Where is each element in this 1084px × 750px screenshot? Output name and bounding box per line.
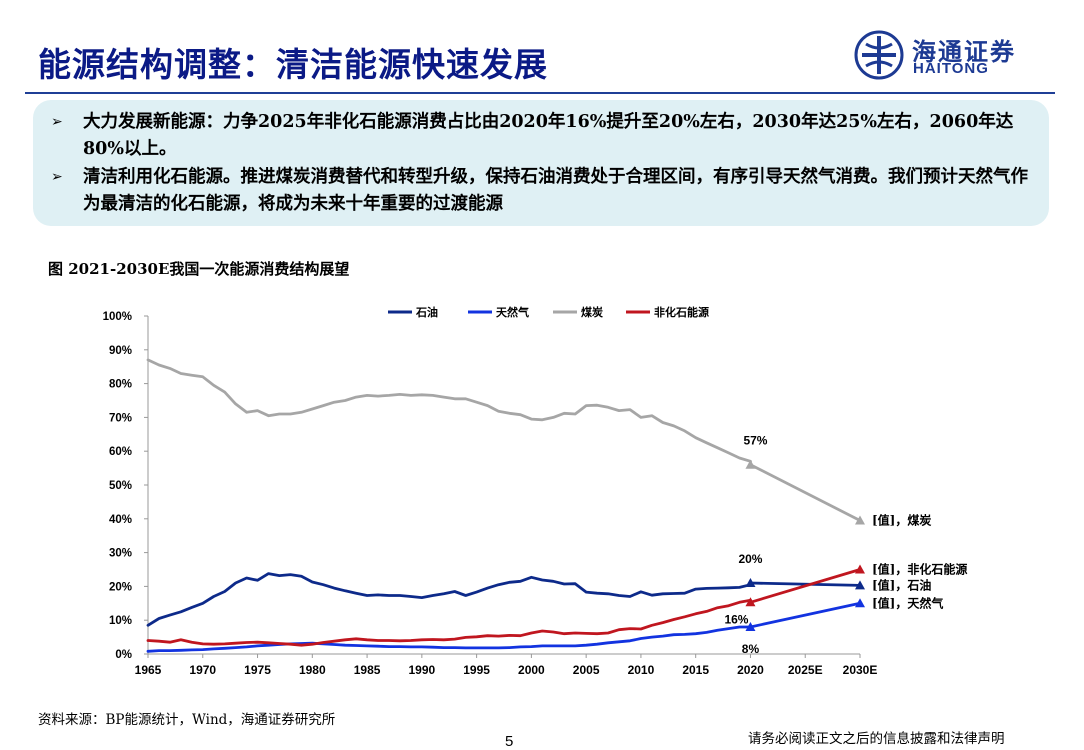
series-line-4 — [146, 598, 752, 647]
chart-title: 图 2021-2030E我国一次能源消费结构展望 — [48, 260, 350, 278]
y-tick-label: 60% — [109, 446, 132, 458]
x-tick-label: 1985 — [354, 663, 381, 677]
x-tick-label: 2005 — [573, 663, 600, 677]
series-marker-4 — [745, 597, 756, 607]
source-note: 资料来源：BP能源统计，Wind，海通证券研究所 — [38, 712, 336, 728]
haitong-logo: 海通证券 HAITONG — [852, 30, 1052, 80]
bullet-text: 清洁利用化石能源。推进煤炭消费替代和转型升级，保持石油消费处于合理区间，有序引导… — [83, 167, 1028, 214]
point-label-2: 8% — [742, 642, 760, 656]
y-tick-label: 10% — [109, 615, 132, 627]
series-marker-3 — [745, 459, 756, 469]
legend-label-3: 煤炭 — [581, 305, 603, 319]
legend-label-1: 石油 — [415, 305, 438, 319]
y-tick-label: 70% — [109, 412, 132, 424]
x-tick-label: 2030E — [843, 663, 878, 677]
x-tick-label: 1970 — [189, 663, 216, 677]
bullet-text: 大力发展新能源：力争2025年非化石能源消费占比由2020年16%提升至20%左… — [83, 112, 1014, 159]
point-label-1: 20% — [738, 552, 762, 566]
end-label-2: [值]，天然气 — [872, 595, 943, 610]
haitong-emblem-icon — [854, 30, 904, 80]
series-marker-1 — [855, 580, 865, 590]
series-marker-2 — [855, 598, 865, 608]
x-tick-label: 2015 — [682, 663, 709, 677]
series-projection-4 — [749, 568, 862, 604]
series-marker-1 — [745, 578, 756, 588]
series-marker-2 — [745, 621, 756, 631]
x-tick-label: 2010 — [628, 663, 655, 677]
y-tick-label: 30% — [109, 548, 132, 560]
x-tick-label: 1980 — [299, 663, 326, 677]
x-tick-label: 2025E — [788, 663, 823, 677]
series-marker-4 — [855, 564, 865, 574]
bullet-marker: ➢ — [51, 169, 63, 185]
y-tick-label: 0% — [115, 649, 132, 661]
end-label-3: [值]，煤炭 — [872, 512, 931, 527]
y-tick-label: 20% — [109, 581, 132, 593]
series-line-1 — [146, 572, 752, 627]
series-projection-3 — [749, 463, 862, 522]
point-label-4: 16% — [724, 612, 748, 626]
series-marker-3 — [855, 515, 865, 525]
end-label-1: [值]，石油 — [872, 577, 931, 592]
series-projection-1 — [749, 581, 862, 587]
page-title: 能源结构调整：清洁能源快速发展 — [38, 45, 548, 84]
series-line-3 — [146, 358, 752, 463]
x-tick-label: 1975 — [244, 663, 271, 677]
x-tick-label: 1965 — [135, 663, 162, 677]
page-number: 5 — [505, 733, 514, 750]
series-line-2 — [146, 625, 752, 653]
x-tick-label: 2020 — [737, 663, 764, 677]
legend-label-4: 非化石能源 — [654, 305, 709, 319]
series-projection-2 — [749, 601, 862, 629]
disclaimer: 请务必阅读正文之后的信息披露和法律声明 — [748, 731, 1005, 747]
legend-label-2: 天然气 — [496, 305, 529, 319]
point-label-3: 57% — [743, 434, 767, 448]
end-label-4: [值]，非化石能源 — [872, 562, 967, 577]
y-tick-label: 80% — [109, 379, 132, 391]
x-tick-label: 1995 — [463, 663, 490, 677]
logo-chinese-name: 海通证券 — [912, 37, 1016, 66]
y-tick-label: 40% — [109, 514, 132, 526]
title-divider — [25, 92, 1055, 94]
y-tick-label: 100% — [103, 311, 132, 323]
x-tick-label: 1990 — [408, 663, 435, 677]
logo-english-name: HAITONG — [913, 60, 989, 77]
y-tick-label: 90% — [109, 345, 132, 357]
y-tick-label: 50% — [109, 480, 132, 492]
summary-box: ➢ 大力发展新能源：力争2025年非化石能源消费占比由2020年16%提升至20… — [33, 100, 1049, 226]
bullet-marker: ➢ — [51, 114, 63, 130]
x-tick-label: 2000 — [518, 663, 545, 677]
